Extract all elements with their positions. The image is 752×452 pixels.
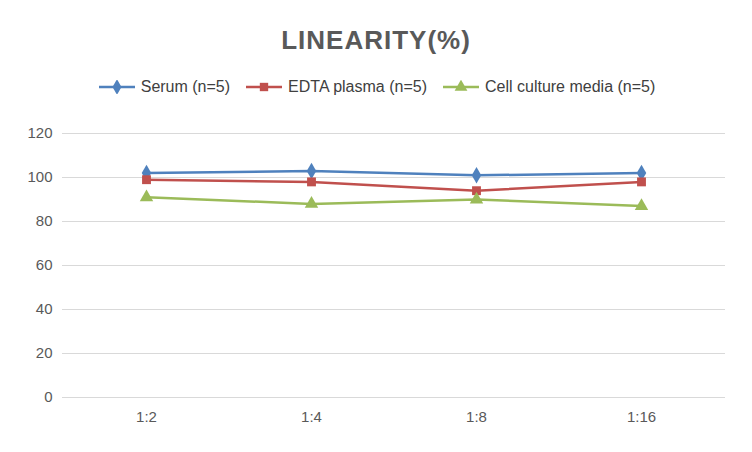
svg-text:1:2: 1:2: [136, 408, 157, 425]
svg-text:80: 80: [36, 212, 53, 229]
svg-text:0: 0: [44, 388, 52, 405]
svg-text:120: 120: [27, 124, 52, 141]
html-text:EDTA plasma (n=5): EDTA plasma (n=5): [288, 78, 427, 95]
svg-text:60: 60: [36, 256, 53, 273]
svg-text:20: 20: [36, 344, 53, 361]
svg-text:1:16: 1:16: [627, 408, 656, 425]
html-text:Serum (n=5): Serum (n=5): [140, 78, 231, 95]
svg-text:1:8: 1:8: [466, 408, 487, 425]
svg-text:1:4: 1:4: [301, 408, 322, 425]
svg-text:100: 100: [27, 168, 52, 185]
html-text:LINEARITY(%): LINEARITY(%): [281, 25, 471, 55]
html-text:Cell culture media (n=5): Cell culture media (n=5): [485, 78, 656, 95]
svg-text:40: 40: [36, 300, 53, 317]
